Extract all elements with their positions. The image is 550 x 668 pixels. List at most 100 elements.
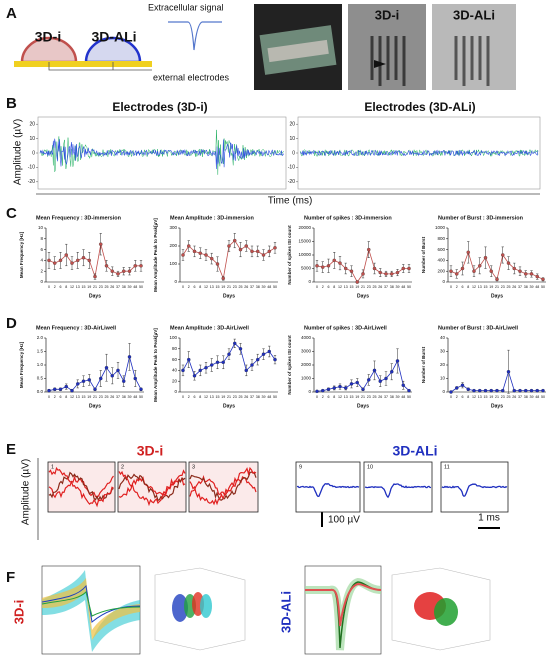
- x-tick-label: 13: [478, 285, 482, 289]
- data-point: [70, 261, 74, 265]
- data-point: [215, 360, 220, 365]
- x-tick-label: 37: [116, 395, 120, 399]
- y-tick-label: 1000: [301, 376, 312, 381]
- data-point: [87, 378, 92, 382]
- x-tick-label: 26: [378, 395, 382, 399]
- y-tick-label: 0.0: [37, 389, 44, 394]
- y-tick-label: 400: [437, 258, 445, 263]
- data-point: [133, 376, 137, 381]
- x-tick-label: 19: [489, 395, 493, 399]
- y-tick-label: 100: [169, 335, 177, 340]
- axis-label: Amplitude (µV): [13, 119, 24, 185]
- x-tick-label: 12: [70, 395, 74, 399]
- y-tick-label: 4000: [301, 335, 312, 340]
- x-tick-label: 48: [401, 285, 405, 289]
- data-point: [127, 269, 132, 273]
- photo-electrodes: [370, 36, 406, 86]
- x-tick-label: 8: [65, 395, 67, 399]
- x-tick-label: 0: [48, 285, 50, 289]
- x-tick-label: 13: [344, 285, 348, 289]
- y-tick-label: 20: [440, 362, 446, 367]
- data-point: [332, 258, 336, 263]
- data-point: [122, 269, 126, 273]
- x-tick-label: 39: [262, 395, 266, 399]
- data-point: [466, 387, 470, 392]
- data-point: [512, 388, 517, 393]
- data-point: [215, 262, 220, 266]
- data-point: [76, 382, 80, 386]
- x-tick-label: 50: [407, 395, 411, 399]
- x-tick-label: 2: [188, 395, 190, 399]
- data-point: [244, 368, 248, 373]
- x-tick-label: 8: [467, 395, 469, 399]
- y-tick-label: 10: [38, 225, 44, 230]
- data-point: [460, 266, 465, 271]
- x-tick-label: 0: [182, 285, 184, 289]
- data-point: [518, 388, 522, 393]
- axis-label: Time (ms): [268, 196, 313, 207]
- trace-title: Electrodes (3D-i): [112, 100, 207, 114]
- data-point: [104, 365, 109, 370]
- x-tick-label: 39: [128, 285, 132, 289]
- data-point: [267, 249, 271, 254]
- y-axis-label: Mean Amplitude Peak to Peak[µV]: [153, 218, 158, 292]
- x-tick-label: 26: [244, 395, 248, 399]
- data-point: [372, 368, 377, 373]
- x-axis-label: Days: [89, 403, 101, 409]
- x-tick-label: 12: [472, 285, 476, 289]
- x-tick-label: 8: [65, 285, 67, 289]
- x-tick-label: 23: [367, 285, 371, 289]
- y-tick-label: 20: [289, 122, 295, 128]
- x-tick-label: 25: [373, 285, 377, 289]
- group-title: 3D-i: [137, 443, 163, 459]
- data-point: [529, 272, 534, 276]
- label: external electrodes: [153, 72, 230, 82]
- data-point: [349, 382, 354, 386]
- x-tick-label: 19: [489, 285, 493, 289]
- channel-number: 1: [51, 464, 54, 470]
- y-tick-label: 2000: [301, 362, 312, 367]
- chart-title: Number of spikes : 3D-immersion: [304, 215, 392, 221]
- photo-electrodes: [454, 36, 490, 86]
- data-point: [273, 357, 277, 362]
- y-axis-label: Mean Amplitude Peak to Peak[µV]: [153, 328, 158, 402]
- data-point: [255, 357, 260, 362]
- x-tick-label: 38: [524, 395, 528, 399]
- data-point: [449, 390, 453, 394]
- y-tick-label: -10: [288, 165, 295, 171]
- x-tick-label: 19: [87, 395, 91, 399]
- x-tick-label: 0: [450, 395, 452, 399]
- data-point: [477, 388, 482, 393]
- x-tick-label: 0: [316, 395, 318, 399]
- data-point: [273, 246, 277, 250]
- waveform: [118, 473, 186, 502]
- data-point: [64, 253, 69, 257]
- x-tick-label: 21: [495, 395, 499, 399]
- data-point: [139, 387, 143, 392]
- x-axis-label: Days: [223, 403, 235, 409]
- trace-title: Electrodes (3D-ALi): [364, 100, 475, 114]
- x-tick-label: 26: [244, 285, 248, 289]
- x-tick-label: 12: [204, 285, 208, 289]
- x-axis-label: Days: [357, 403, 369, 409]
- x-axis-label: Days: [89, 293, 101, 299]
- signal-waveform: [168, 21, 222, 51]
- x-tick-label: 6: [328, 395, 330, 399]
- series-line: [316, 359, 410, 392]
- label: 3D-ALi: [453, 7, 495, 22]
- x-tick-label: 12: [338, 395, 342, 399]
- data-point: [58, 258, 63, 263]
- x-tick-label: 38: [122, 285, 126, 289]
- data-point: [343, 386, 348, 390]
- y-tick-label: 300: [169, 225, 177, 230]
- y-axis-label: Number of spikes ISI count: [287, 335, 292, 395]
- y-tick-label: 10: [440, 376, 446, 381]
- x-tick-label: 25: [507, 395, 511, 399]
- y-tick-label: 100: [169, 261, 177, 266]
- line-chart: Mean Frequency : 3D-AirLiwell Mean Freque…: [19, 325, 144, 409]
- waveform: [48, 471, 114, 503]
- line-chart: Number of spikes : 3D-AirLiwell Number of…: [287, 325, 412, 409]
- x-tick-label: 2: [54, 285, 56, 289]
- x-tick-label: 15: [216, 285, 220, 289]
- y-tick-label: 0: [308, 389, 311, 394]
